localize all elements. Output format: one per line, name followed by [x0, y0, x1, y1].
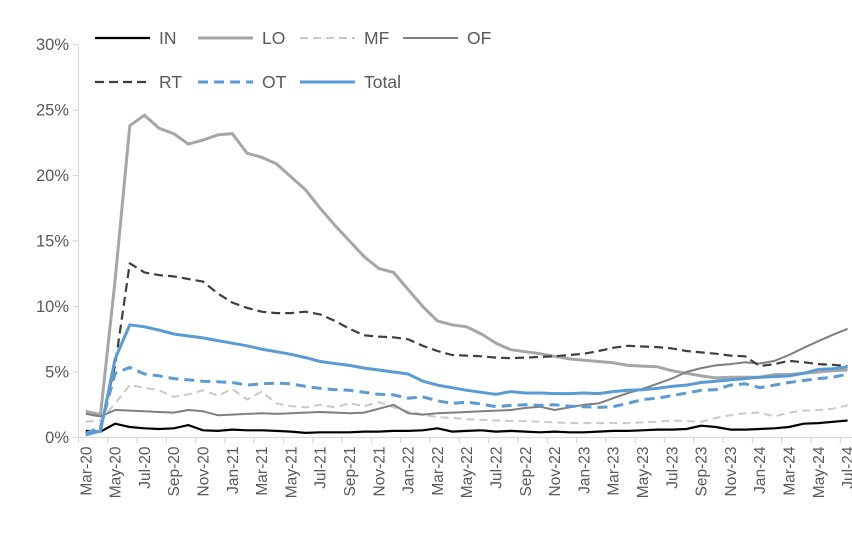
x-axis-tick-label: Mar-20 [78, 446, 95, 495]
x-axis-tick-label: Jul-23 [664, 447, 681, 489]
legend-label-lo: LO [262, 28, 285, 48]
x-axis-tick-label: Jan-24 [752, 446, 769, 494]
legend-label-in: IN [159, 28, 177, 48]
x-axis-tick-label: Jul-21 [313, 447, 330, 489]
y-axis-tick-label: 0% [45, 429, 69, 447]
series-line-mf [85, 384, 848, 425]
x-axis-tick-label: May-23 [635, 447, 652, 499]
x-axis-tick-label: Mar-23 [606, 447, 623, 496]
series-line-in [85, 419, 848, 434]
series-line-total [85, 323, 848, 437]
x-axis-tick-label: Sep-22 [518, 447, 535, 497]
legend-label-total: Total [364, 72, 401, 92]
series-line-rt [85, 262, 848, 434]
x-axis-tick-label: Jan-21 [225, 447, 242, 494]
x-axis-tick-label: Jul-22 [489, 447, 506, 489]
legend-label-rt: RT [159, 72, 182, 92]
legend-label-of: OF [467, 28, 491, 48]
x-axis-tick-label: Mar-24 [782, 446, 799, 495]
y-axis-tick-label: 10% [36, 298, 69, 316]
x-axis-tick-label: Sep-23 [694, 447, 711, 497]
x-axis-tick-label: Nov-21 [371, 447, 388, 497]
x-axis-tick-label: May-21 [283, 447, 300, 499]
x-axis-tick-label: Jul-24 [840, 446, 852, 489]
y-axis-tick-label: 20% [36, 167, 69, 185]
y-axis-tick-label: 5% [45, 364, 69, 382]
x-axis-tick-label: Sep-21 [342, 447, 359, 497]
y-axis-tick-label: 30% [36, 36, 69, 54]
series-line-of [85, 327, 848, 418]
y-axis-tick-label: 25% [36, 102, 69, 120]
x-axis-tick-label: May-24 [811, 446, 828, 498]
x-axis-tick-label: Mar-21 [254, 447, 271, 496]
y-axis-tick-label: 15% [36, 233, 69, 251]
x-axis-tick-label: Mar-22 [430, 447, 447, 496]
x-axis-tick-label: Jan-23 [576, 447, 593, 494]
x-axis-tick-label: Nov-20 [196, 446, 213, 496]
series-line-lo [85, 113, 848, 417]
x-axis-tick-label: Jul-20 [137, 446, 154, 489]
legend-label-mf: MF [364, 28, 389, 48]
x-axis-tick-label: May-22 [459, 446, 476, 498]
x-axis-tick-label: May-20 [108, 446, 125, 498]
x-axis-tick-label: Jan-22 [401, 447, 418, 494]
legend-label-ot: OT [262, 72, 287, 92]
x-axis-tick-label: Sep-20 [166, 446, 183, 496]
x-axis-tick-label: Nov-22 [547, 447, 564, 497]
x-axis-tick-label: Nov-23 [723, 447, 740, 497]
